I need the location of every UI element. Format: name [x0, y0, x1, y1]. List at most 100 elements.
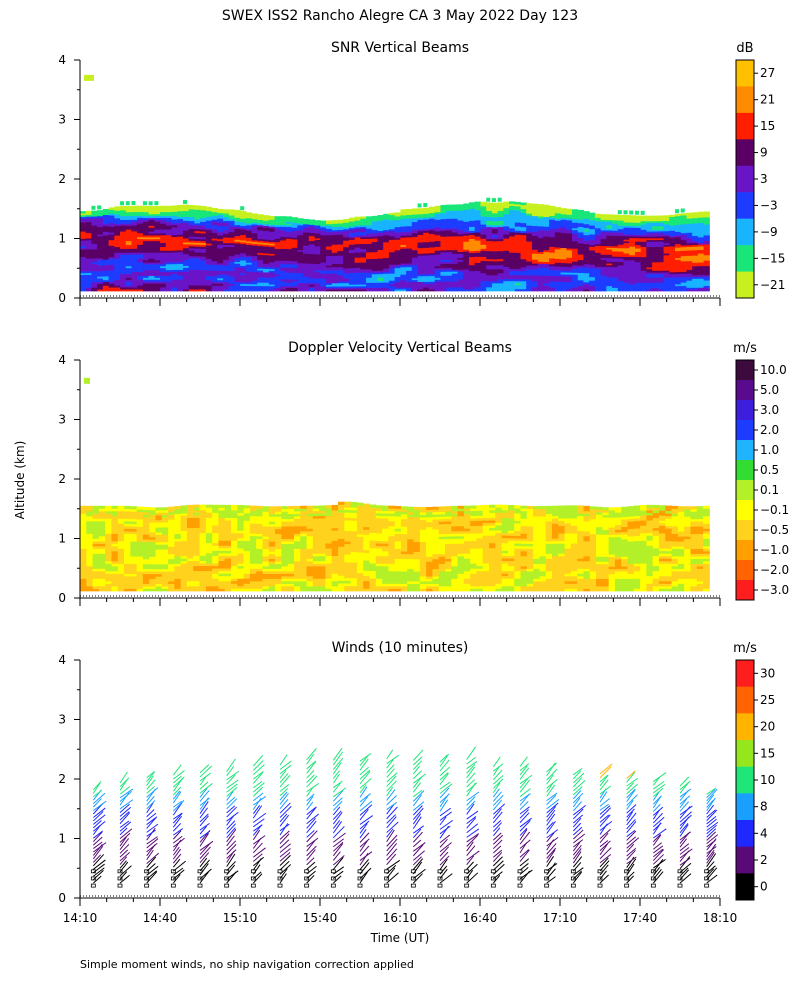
- snr-cell: [406, 255, 413, 258]
- snr-cell: [692, 249, 699, 253]
- snr-cell: [97, 213, 104, 217]
- snr-cell: [669, 287, 676, 290]
- snr-cell: [263, 239, 270, 242]
- snr-cell: [371, 219, 379, 222]
- snr-cell: [251, 231, 258, 234]
- snr-cell: [640, 258, 647, 261]
- snr-cell: [331, 277, 338, 281]
- snr-cell: [669, 275, 676, 278]
- snr-cell: [280, 270, 287, 273]
- snr-cell: [531, 284, 539, 288]
- snr-cell: [543, 222, 550, 225]
- snr-cell: [383, 262, 390, 266]
- snr-cell: [514, 205, 522, 209]
- snr-cell: [617, 230, 625, 233]
- snr-cell: [669, 278, 676, 281]
- snr-cell: [285, 253, 293, 256]
- snr-cell: [108, 228, 115, 231]
- snr-cell: [486, 274, 493, 278]
- snr-cell: [697, 262, 705, 265]
- snr-cell: [423, 213, 430, 216]
- snr-cell: [509, 237, 516, 241]
- snr-cell: [177, 210, 184, 214]
- snr-cell: [137, 213, 144, 216]
- snr-cell: [663, 280, 670, 283]
- snr-cell: [469, 256, 476, 260]
- snr-cell: [120, 231, 127, 234]
- snr-cell: [388, 262, 396, 265]
- snr-cell: [451, 226, 459, 229]
- snr-cell: [182, 255, 190, 259]
- snr-cell: [343, 225, 350, 228]
- snr-cell: [400, 259, 407, 262]
- snr-cell: [257, 273, 264, 276]
- snr-cell: [228, 279, 235, 283]
- snr-cell: [543, 241, 550, 245]
- snr-cell: [331, 231, 338, 234]
- snr-cell: [589, 255, 596, 258]
- snr-cell: [463, 235, 470, 238]
- snr-cell: [486, 230, 493, 234]
- snr-cell: [406, 261, 413, 264]
- snr-cell: [154, 213, 161, 217]
- snr-cell: [600, 238, 607, 241]
- snr-cell: [251, 225, 258, 229]
- snr-cell: [474, 258, 481, 261]
- snr-cell: [160, 283, 167, 286]
- snr-cell: [165, 252, 173, 255]
- snr-cell: [543, 251, 550, 255]
- doppler-cell: [86, 535, 94, 539]
- snr-cell: [97, 224, 104, 228]
- snr-cell: [165, 227, 173, 230]
- snr-cell: [669, 259, 676, 262]
- snr-cell: [268, 217, 276, 220]
- snr-cell: [554, 273, 562, 277]
- snr-cell: [80, 283, 87, 286]
- snr-cell: [131, 232, 138, 236]
- snr-cell: [692, 258, 699, 262]
- snr-cell: [526, 235, 533, 238]
- snr-cell: [171, 211, 178, 214]
- snr-cell: [612, 226, 619, 229]
- snr-cell: [366, 243, 373, 246]
- snr-cell: [497, 254, 504, 258]
- snr-cell: [165, 230, 173, 234]
- snr-cell: [251, 216, 258, 220]
- snr-cell: [251, 267, 258, 271]
- snr-cell: [205, 218, 213, 221]
- snr-cell: [228, 237, 235, 240]
- snr-cell: [217, 223, 224, 227]
- snr-cell: [320, 260, 327, 263]
- snr-cell: [354, 231, 361, 235]
- snr-cell: [692, 274, 699, 278]
- snr-cell: [566, 283, 573, 286]
- snr-cell: [234, 228, 241, 231]
- snr-cell: [354, 228, 361, 231]
- snr-cell: [531, 271, 539, 274]
- snr-cell: [497, 230, 504, 234]
- snr-cell: [594, 261, 602, 264]
- snr-cell: [160, 277, 167, 280]
- colorbar-swatch: [736, 245, 754, 273]
- snr-cell: [326, 238, 333, 241]
- snr-cell: [514, 266, 522, 270]
- snr-cell: [640, 246, 647, 249]
- snr-cell: [217, 218, 224, 221]
- snr-cell: [400, 229, 407, 233]
- snr-cell: [486, 288, 493, 292]
- snr-cell: [566, 275, 573, 279]
- snr-cell: [80, 274, 87, 277]
- snr-cell: [114, 288, 121, 292]
- snr-cell: [411, 268, 419, 271]
- snr-cell: [417, 215, 424, 219]
- snr-cell: [457, 231, 464, 235]
- snr-cell: [268, 246, 276, 249]
- snr-cell: [537, 214, 544, 217]
- snr-cell: [337, 260, 344, 263]
- snr-cell: [80, 225, 87, 228]
- snr-cell: [514, 216, 522, 219]
- snr-cell: [354, 260, 361, 263]
- snr-cell: [371, 265, 379, 268]
- snr-cell: [669, 249, 676, 252]
- snr-cell: [411, 208, 419, 211]
